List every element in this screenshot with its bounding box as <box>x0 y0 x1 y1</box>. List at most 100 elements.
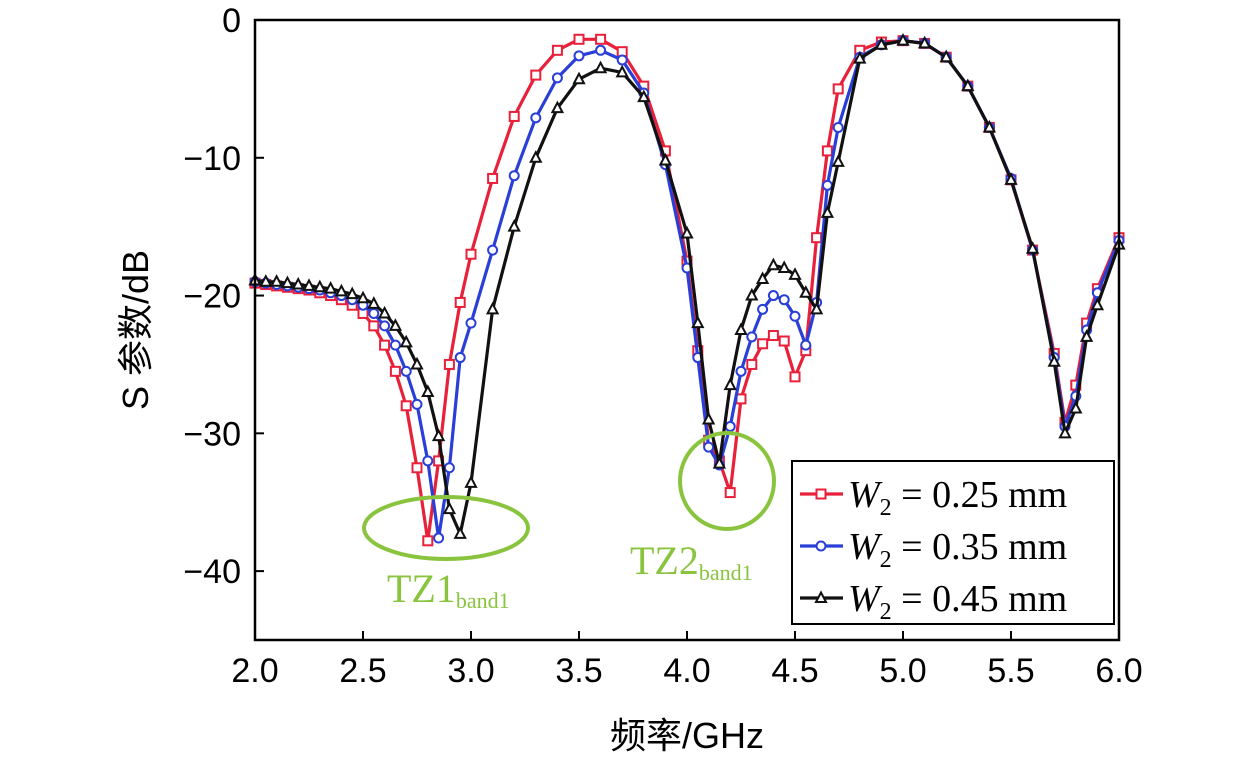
series-3-point <box>777 260 791 273</box>
series-3-point <box>367 296 381 309</box>
legend-label-var: W <box>848 526 883 568</box>
series-2-point <box>551 72 563 84</box>
series-1-point <box>551 44 563 56</box>
series-3-point <box>431 428 446 442</box>
series-1-point <box>778 335 790 347</box>
series-3-point <box>766 257 781 271</box>
x-axis-title: 频率/GHz <box>610 715 764 756</box>
series-3-point <box>734 322 748 335</box>
series-2-point <box>530 112 542 124</box>
series-2-point <box>735 365 747 377</box>
tz2-annotation-main: TZ2 <box>630 538 699 583</box>
y-tick-label: −30 <box>183 415 241 453</box>
series-3-point <box>356 290 370 304</box>
series-3-point <box>712 455 727 469</box>
series-2-point <box>379 320 391 332</box>
x-tick-label: 2.0 <box>231 652 278 690</box>
series-1-point <box>465 248 477 260</box>
series-1-point <box>422 535 434 547</box>
series-3-point <box>442 501 457 515</box>
series-1-point <box>595 33 607 45</box>
series-3-point <box>485 301 500 315</box>
legend-marker <box>815 540 827 552</box>
x-tick-label: 6.0 <box>1095 652 1142 690</box>
series-3-point <box>464 475 478 488</box>
series-2-point <box>616 54 628 66</box>
series-3-point <box>377 305 392 319</box>
series-3-point <box>799 285 813 298</box>
series-3-point <box>658 152 673 166</box>
series-3-point <box>302 278 316 291</box>
x-tick-label: 2.5 <box>339 652 386 690</box>
legend-item-3: W2 = 0.45 mm <box>800 578 1067 625</box>
series-2-point <box>389 339 401 351</box>
y-tick-label: −20 <box>183 278 241 316</box>
series-3-point <box>269 274 284 287</box>
series-3-point <box>615 64 629 78</box>
y-tick-label: 0 <box>222 2 241 40</box>
series-2-point <box>789 310 801 322</box>
series-3-point <box>529 150 543 163</box>
series-2-point <box>595 44 607 56</box>
series-3-point <box>323 281 338 294</box>
series-2-point <box>368 307 380 319</box>
series-2-point <box>400 365 412 377</box>
series-2-point <box>767 290 779 302</box>
series-3-point <box>917 35 932 49</box>
tz1-annotation-main: TZ1 <box>387 566 456 611</box>
series-2-point <box>508 170 520 182</box>
legend-marker <box>814 590 828 603</box>
series-1-point <box>789 371 801 383</box>
legend-label: W2 = 0.45 mm <box>848 578 1067 625</box>
series-2-point <box>778 294 790 306</box>
legend-box <box>791 460 1115 625</box>
series-1-point <box>573 33 585 45</box>
series-3-point <box>831 154 845 167</box>
series-1-point <box>400 400 412 412</box>
series-1-point <box>821 145 833 157</box>
series-2-point <box>757 303 769 315</box>
series-3-point <box>820 205 835 218</box>
series-3-point <box>680 225 694 239</box>
series-3-point <box>982 119 997 133</box>
series-2-point <box>411 398 423 410</box>
series-3-point <box>1058 425 1072 439</box>
x-tick-label: 5.0 <box>879 652 926 690</box>
series-1-point <box>379 339 391 351</box>
series-2-point <box>422 455 434 467</box>
series-3-point <box>745 287 759 301</box>
series-2-point <box>487 244 499 256</box>
y-axis-title: S 参数/dB <box>115 250 156 410</box>
series-3-point <box>896 33 910 46</box>
series-3-point <box>291 276 305 290</box>
legend-label-rest: = 0.35 mm <box>892 526 1068 568</box>
series-2-point <box>703 441 715 453</box>
series-3-point <box>399 334 413 348</box>
series-1-point <box>735 393 747 405</box>
series-1-point <box>508 110 520 122</box>
series-2-point <box>454 352 466 364</box>
series-1-point <box>454 296 466 308</box>
series-3-point <box>453 526 467 539</box>
legend-item-2: W2 = 0.35 mm <box>800 526 1067 573</box>
series-2-point <box>746 331 758 343</box>
x-tick-label: 5.5 <box>987 652 1034 690</box>
x-tick-label: 3.5 <box>555 652 602 690</box>
series-3-point <box>550 100 565 114</box>
series-3-point <box>1090 297 1105 311</box>
series-2-point <box>800 339 812 351</box>
tz1-highlight-ellipse <box>362 495 530 561</box>
series-3-point <box>313 279 327 293</box>
series-3-point <box>637 89 651 103</box>
legend-label-var: W <box>848 474 883 516</box>
legend-label-sub: 2 <box>880 547 892 573</box>
series-3-point <box>755 271 770 285</box>
tz1-annotation: TZ1band1 <box>387 566 510 613</box>
legend-label-rest: = 0.45 mm <box>892 578 1068 620</box>
legend-label-rest: = 0.25 mm <box>892 474 1068 516</box>
y-tick-label: −10 <box>183 140 241 178</box>
series-3-point <box>1079 329 1094 342</box>
series-3-point <box>701 411 716 425</box>
